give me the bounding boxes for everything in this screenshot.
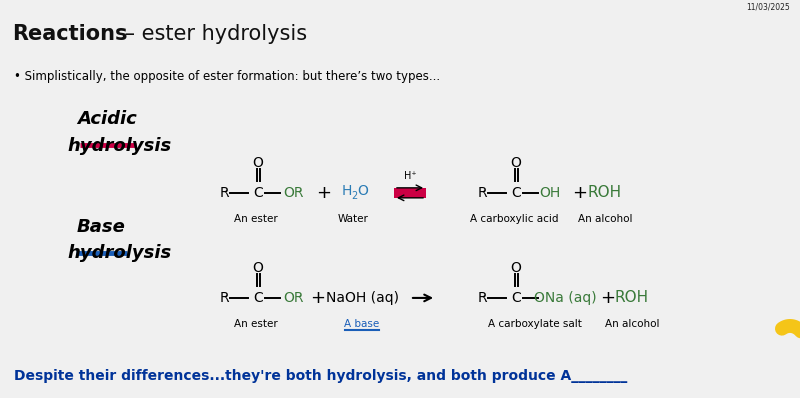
Text: 11/03/2025: 11/03/2025 bbox=[746, 2, 790, 12]
Text: OH: OH bbox=[539, 186, 561, 200]
Text: OR: OR bbox=[284, 186, 304, 200]
Text: An ester: An ester bbox=[234, 319, 278, 329]
Text: R: R bbox=[477, 291, 487, 305]
Text: H: H bbox=[342, 184, 352, 198]
Text: +: + bbox=[601, 289, 615, 307]
Text: H⁺: H⁺ bbox=[404, 171, 416, 181]
FancyBboxPatch shape bbox=[394, 188, 426, 198]
Text: Acidic: Acidic bbox=[77, 110, 137, 128]
Text: Base: Base bbox=[77, 218, 126, 236]
Text: OR: OR bbox=[284, 291, 304, 305]
Text: O: O bbox=[253, 261, 263, 275]
Text: O: O bbox=[253, 156, 263, 170]
Text: hydrolysis: hydrolysis bbox=[68, 244, 172, 262]
Text: An ester: An ester bbox=[234, 214, 278, 224]
Text: +: + bbox=[310, 289, 326, 307]
Text: A base: A base bbox=[344, 319, 380, 329]
Text: ROH: ROH bbox=[615, 291, 649, 305]
Text: ROH: ROH bbox=[588, 185, 622, 200]
Text: Reactions: Reactions bbox=[12, 23, 127, 44]
Text: C: C bbox=[253, 291, 263, 305]
Text: A carboxylic acid: A carboxylic acid bbox=[470, 214, 558, 224]
Text: Water: Water bbox=[338, 214, 369, 224]
Text: R: R bbox=[219, 291, 229, 305]
Text: R: R bbox=[219, 186, 229, 200]
Text: C: C bbox=[253, 186, 263, 200]
Text: O: O bbox=[357, 184, 368, 198]
Text: 2: 2 bbox=[351, 191, 358, 201]
Text: A carboxylate salt: A carboxylate salt bbox=[488, 319, 582, 329]
Text: • Simplistically, the opposite of ester formation: but there’s two types...: • Simplistically, the opposite of ester … bbox=[14, 70, 440, 83]
Text: NaOH (aq): NaOH (aq) bbox=[326, 291, 398, 305]
Text: C: C bbox=[511, 186, 521, 200]
Text: An alcohol: An alcohol bbox=[578, 214, 632, 224]
Text: R: R bbox=[477, 186, 487, 200]
Text: ONa (aq): ONa (aq) bbox=[534, 291, 596, 305]
Text: O: O bbox=[510, 261, 522, 275]
Text: +: + bbox=[573, 184, 587, 202]
Text: An alcohol: An alcohol bbox=[605, 319, 659, 329]
Text: Despite their differences...they're both hydrolysis, and both produce A________: Despite their differences...they're both… bbox=[14, 369, 627, 383]
Text: hydrolysis: hydrolysis bbox=[68, 137, 172, 155]
Text: O: O bbox=[510, 156, 522, 170]
Text: – ester hydrolysis: – ester hydrolysis bbox=[118, 23, 307, 44]
Text: +: + bbox=[317, 184, 331, 202]
Text: C: C bbox=[511, 291, 521, 305]
